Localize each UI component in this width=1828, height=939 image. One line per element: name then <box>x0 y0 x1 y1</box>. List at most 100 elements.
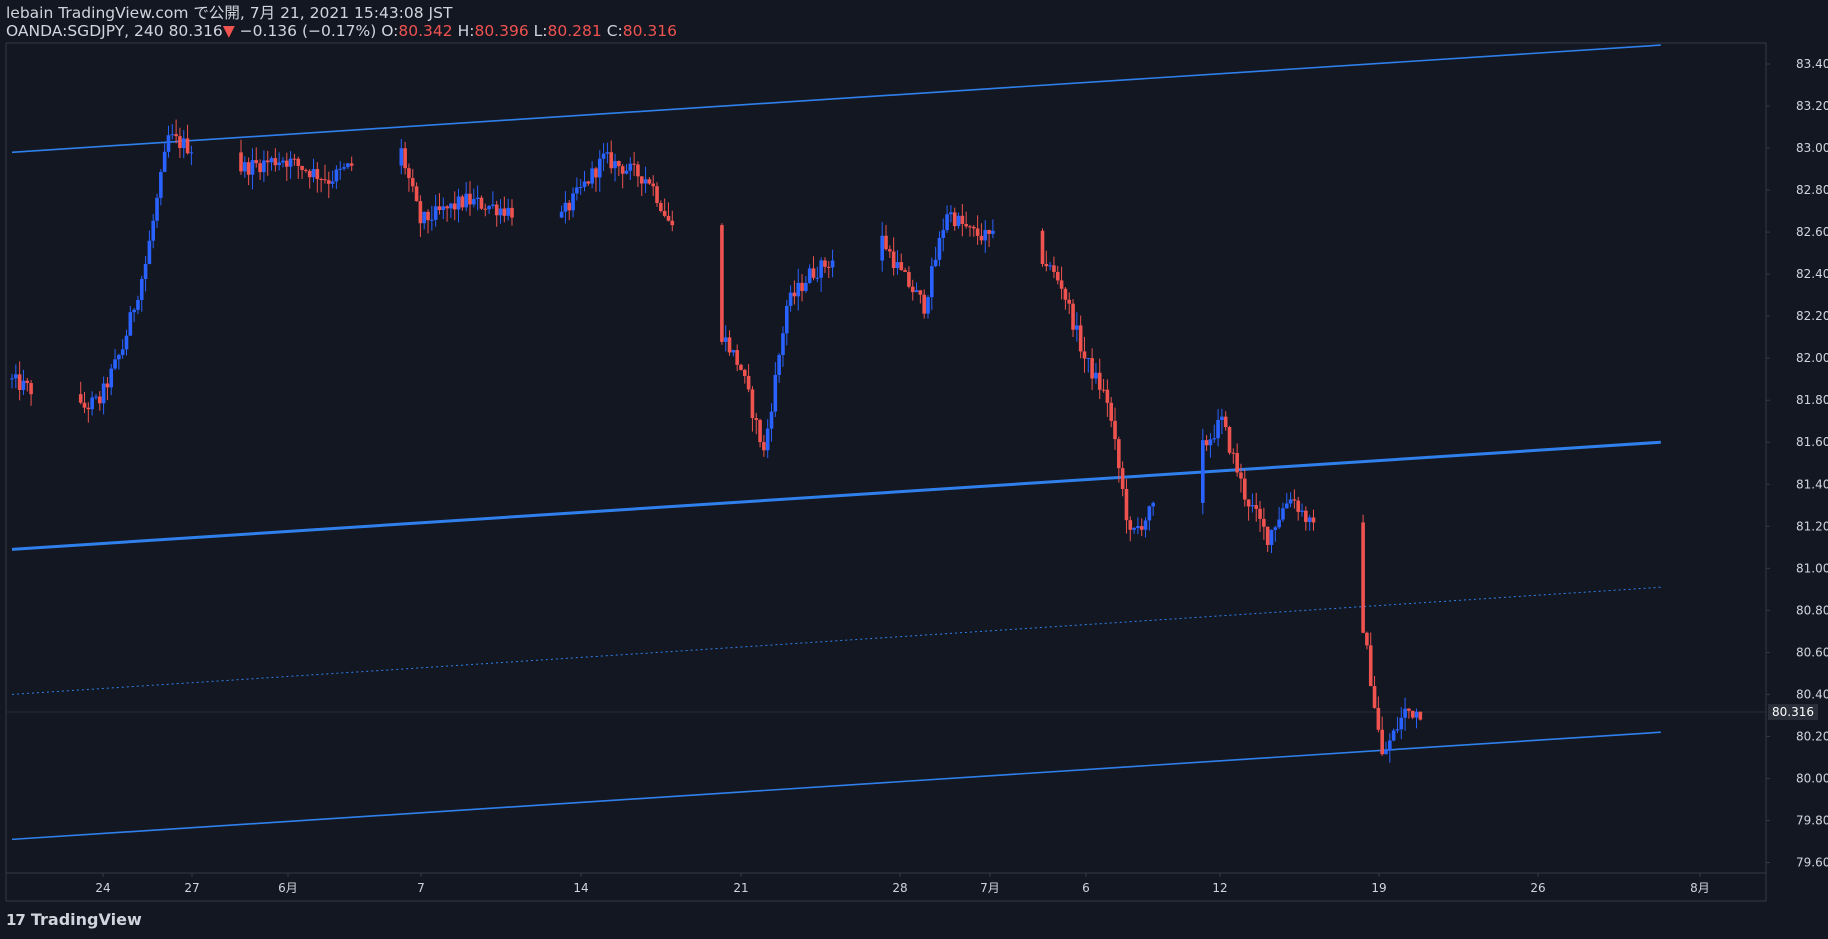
candle-body <box>888 249 892 252</box>
candle-body <box>452 203 457 210</box>
candle-body <box>10 378 14 380</box>
candle <box>426 209 430 234</box>
candle-body <box>960 215 965 224</box>
candle-body <box>292 158 297 160</box>
channel-dotted-line[interactable] <box>11 586 1661 695</box>
candle <box>1048 262 1052 271</box>
candle-body <box>117 354 121 360</box>
candle <box>910 279 915 301</box>
candle <box>1403 697 1407 731</box>
candle-body <box>1273 527 1278 530</box>
candle-body <box>933 259 938 267</box>
candle-body <box>277 162 281 166</box>
time-axis[interactable]: 24 27 6月 7 14 21 28 7月 6 12 19 26 8月 <box>95 873 1710 895</box>
candle-body <box>288 158 293 167</box>
candle <box>628 157 633 180</box>
candle-body <box>506 207 510 216</box>
price-tick-label: 83.400 <box>1796 57 1828 71</box>
candle-body <box>807 268 812 283</box>
candle-body <box>433 206 438 220</box>
candle <box>246 157 251 186</box>
candle <box>1258 501 1262 533</box>
candle <box>1052 256 1056 279</box>
candle-body <box>972 226 976 229</box>
candle <box>136 295 140 314</box>
candle-body <box>903 270 907 272</box>
candle-body <box>273 158 278 166</box>
candle-body <box>243 162 247 172</box>
candle-body <box>1384 750 1388 755</box>
candle-body <box>1201 440 1205 503</box>
candle-body <box>132 309 136 313</box>
candle <box>781 326 785 367</box>
candle <box>937 231 942 267</box>
time-tick-label: 8月 <box>1690 881 1710 895</box>
candle <box>1239 463 1243 493</box>
candle <box>1090 348 1094 391</box>
price-tick-label: 82.000 <box>1796 351 1828 365</box>
candle-body <box>21 380 26 390</box>
candle-body <box>1120 468 1125 489</box>
candle <box>624 164 629 175</box>
candle-body <box>86 407 91 410</box>
candle-body <box>727 337 732 353</box>
candle <box>636 161 640 188</box>
last-price-tag: 80.316 <box>1768 704 1818 721</box>
candle <box>655 182 659 207</box>
candle <box>1281 502 1285 522</box>
candle-body <box>338 168 343 170</box>
candle <box>559 205 564 219</box>
price-tick-label: 81.800 <box>1796 393 1828 407</box>
candle <box>800 274 804 302</box>
candle <box>823 257 827 274</box>
time-tick-label: 6月 <box>278 881 298 895</box>
tradingview-logo[interactable]: 17 TradingView <box>6 910 142 929</box>
candle-body <box>647 179 652 184</box>
candle-body <box>926 297 930 314</box>
candle <box>590 161 594 189</box>
candle <box>1132 527 1136 534</box>
candle-body <box>1300 510 1304 512</box>
candle-body <box>1094 372 1098 379</box>
channel-mid-line[interactable] <box>11 440 1661 551</box>
candle-body <box>723 337 728 342</box>
candle-body <box>437 206 442 211</box>
candle <box>418 195 423 238</box>
time-tick-label: 28 <box>892 881 907 895</box>
candle <box>1094 363 1098 384</box>
channel-bottom-line[interactable] <box>11 731 1661 841</box>
candle <box>349 156 354 172</box>
candle-body <box>1052 265 1056 272</box>
candle-body <box>907 271 911 287</box>
candle <box>452 191 457 221</box>
candle <box>315 162 320 193</box>
candle <box>21 369 26 395</box>
candle-body <box>464 193 468 208</box>
candle <box>647 177 652 185</box>
channel-lines[interactable] <box>6 44 1766 841</box>
price-axis[interactable]: 83.400 83.200 83.000 82.800 82.600 82.400 82.2… <box>1766 57 1828 869</box>
candle-body <box>1040 230 1045 264</box>
candle <box>632 152 636 176</box>
candle-body <box>750 389 755 419</box>
candle-body <box>620 166 625 174</box>
candle-body <box>159 171 163 198</box>
candle-body <box>1124 488 1129 521</box>
candle-body <box>120 349 125 355</box>
candle-body <box>945 214 949 231</box>
channel-top-line[interactable] <box>11 44 1661 154</box>
candle <box>479 195 484 210</box>
price-tick-label: 80.000 <box>1796 771 1828 785</box>
candle <box>82 391 87 414</box>
candle <box>120 339 125 359</box>
candle-body <box>1055 271 1060 281</box>
candle <box>1120 461 1125 497</box>
candle-body <box>1231 452 1236 454</box>
candle <box>323 164 327 184</box>
candle <box>288 151 293 179</box>
candle <box>777 352 781 383</box>
candle <box>1212 424 1217 443</box>
candle <box>586 180 591 186</box>
candle-body <box>1365 632 1369 646</box>
